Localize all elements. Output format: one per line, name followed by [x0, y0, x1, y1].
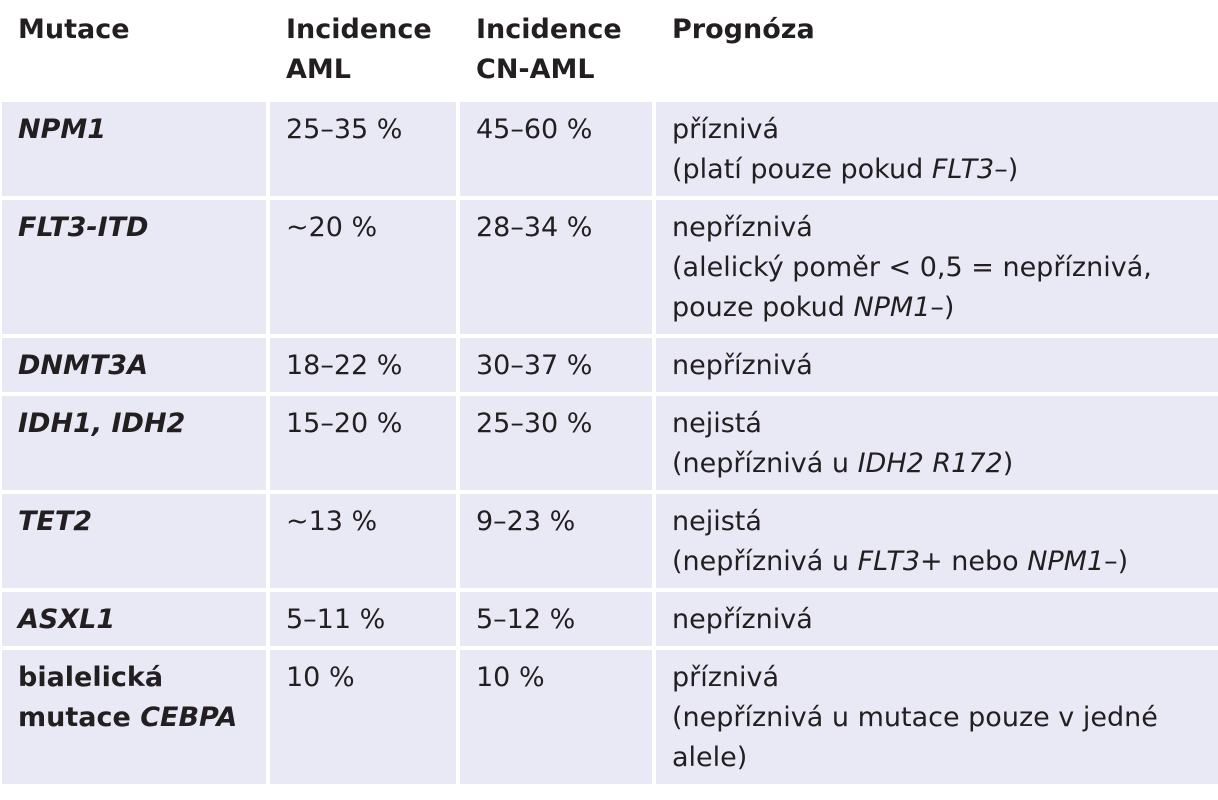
incidence-cn-aml-cell: 9–23 %	[460, 494, 652, 588]
header-prognosis: Prognóza	[672, 14, 815, 45]
incidence-aml-cell: ~13 %	[270, 494, 456, 588]
header-incidence-aml: Incidence AML	[286, 14, 432, 85]
mutation-cell: bialelická mutace CEBPA	[2, 650, 266, 784]
incidence-aml-cell: 5–11 %	[270, 592, 456, 646]
incidence-aml-cell: 10 %	[270, 650, 456, 784]
mutation-cell: NPM1	[2, 102, 266, 196]
header-incidence-cn-aml: Incidence CN-AML	[476, 14, 622, 85]
header-mutation: Mutace	[18, 14, 130, 45]
prognosis-cell: příznivá (nepříznivá u mutace pouze v je…	[656, 650, 1218, 784]
table-header-row: Mutace Incidence AML Incidence CN-AML Pr…	[2, 4, 1218, 98]
incidence-aml-cell: 25–35 %	[270, 102, 456, 196]
prognosis-cell: nejistá (nepříznivá u IDH2 R172)	[656, 396, 1218, 490]
table-row: ASXL1 5–11 % 5–12 % nepříznivá	[2, 592, 1218, 646]
mutation-cell: TET2	[2, 494, 266, 588]
mutation-cell: IDH1, IDH2	[2, 396, 266, 490]
table-row: DNMT3A 18–22 % 30–37 % nepříznivá	[2, 338, 1218, 392]
incidence-cn-aml-cell: 45–60 %	[460, 102, 652, 196]
table-row: TET2 ~13 % 9–23 % nejistá (nepříznivá u …	[2, 494, 1218, 588]
incidence-cn-aml-cell: 10 %	[460, 650, 652, 784]
incidence-aml-cell: 18–22 %	[270, 338, 456, 392]
table-row: NPM1 25–35 % 45–60 % příznivá (platí pou…	[2, 102, 1218, 196]
mutation-cell: DNMT3A	[2, 338, 266, 392]
incidence-aml-cell: 15–20 %	[270, 396, 456, 490]
prognosis-cell: nepříznivá	[656, 338, 1218, 392]
table-row: bialelická mutace CEBPA 10 % 10 % přízni…	[2, 650, 1218, 784]
incidence-aml-cell: ~20 %	[270, 200, 456, 334]
incidence-cn-aml-cell: 5–12 %	[460, 592, 652, 646]
prognosis-cell: příznivá (platí pouze pokud FLT3–)	[656, 102, 1218, 196]
mutation-cell: ASXL1	[2, 592, 266, 646]
prognosis-cell: nepříznivá (alelický poměr < 0,5 = nepří…	[656, 200, 1218, 334]
table-row: FLT3-ITD ~20 % 28–34 % nepříznivá (aleli…	[2, 200, 1218, 334]
incidence-cn-aml-cell: 28–34 %	[460, 200, 652, 334]
table-row: IDH1, IDH2 15–20 % 25–30 % nejistá (nepř…	[2, 396, 1218, 490]
prognosis-cell: nejistá (nepříznivá u FLT3+ nebo NPM1–)	[656, 494, 1218, 588]
incidence-cn-aml-cell: 25–30 %	[460, 396, 652, 490]
prognosis-cell: nepříznivá	[656, 592, 1218, 646]
mutation-cell: FLT3-ITD	[2, 200, 266, 334]
incidence-cn-aml-cell: 30–37 %	[460, 338, 652, 392]
